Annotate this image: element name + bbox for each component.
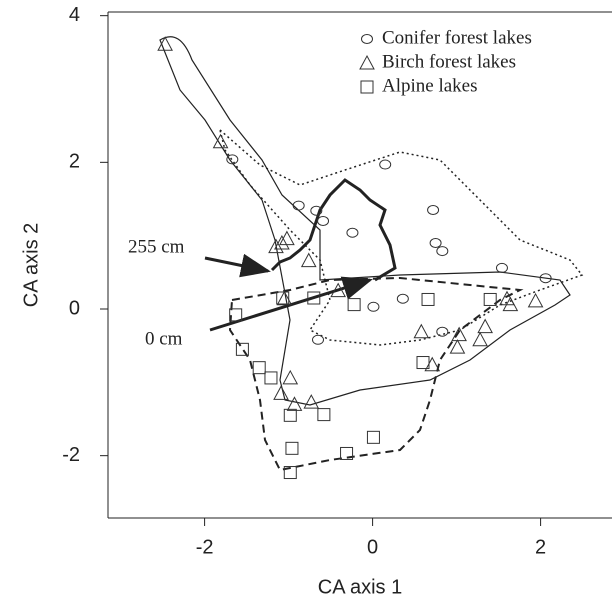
marker-square [317,408,331,422]
marker-circle [367,301,380,312]
marker-triangle [502,296,519,312]
marker-square [264,371,278,385]
marker-triangle [413,323,430,339]
marker-square [285,441,299,455]
marker-circle [361,34,373,44]
y-tick-label: 2 [69,151,80,173]
legend-label: Birch forest lakes [382,51,516,72]
marker-triangle [279,230,295,246]
marker-triangle [303,394,320,409]
marker-circle [429,238,442,248]
marker-circle [379,159,392,170]
marker-circle [436,246,449,257]
marker-square [483,292,497,306]
y-tick-label: -2 [62,444,80,466]
marker-circle [312,334,324,345]
marker-square [229,308,243,322]
y-tick-label: 0 [69,297,80,319]
marker-triangle [300,252,317,268]
marker-triangle [472,331,488,347]
birch-envelope [159,36,571,406]
marker-triangle [527,292,544,308]
alpine-envelope [228,276,524,472]
y-axis-label: CA axis 2 [20,223,42,307]
marker-triangle [286,396,303,411]
x-tick-label: 2 [535,536,546,558]
x-tick-label: 0 [367,536,378,558]
marker-square [360,80,374,94]
marker-square [283,408,297,422]
marker-triangle [451,326,467,342]
y-tick-label: 4 [69,4,80,26]
arrow [204,253,271,278]
x-tick-label: -2 [196,536,214,558]
marker-circle [427,205,440,215]
marker-triangle [359,54,375,70]
marker-circle [346,227,359,238]
marker-triangle [449,339,466,354]
annotation: 255 cm [128,236,185,257]
marker-square [283,466,297,480]
marker-circle [310,205,323,216]
legend-label: Alpine lakes [382,75,478,96]
marker-triangle [212,133,229,149]
marker-circle [292,200,305,211]
marker-square [235,342,249,356]
marker-square [366,430,380,444]
marker-square [252,361,266,375]
marker-triangle [477,318,493,334]
marker-square [416,356,430,370]
marker-circle [495,262,508,273]
marker-triangle [273,385,289,400]
envelopes [159,36,584,472]
x-axis-label: CA axis 1 [318,576,402,598]
marker-triangle [274,234,290,250]
marker-square [307,291,321,305]
marker-square [421,292,435,306]
marker-square [340,446,354,460]
annotation: 0 cm [145,328,183,349]
marker-triangle [282,369,299,385]
marker-square [347,298,361,312]
marker-square [276,291,290,305]
marker-circle [396,293,409,304]
marker-triangle [268,238,284,254]
marker-circle [436,326,449,337]
marker-circle [317,216,330,226]
legend-label: Conifer forest lakes [382,27,532,48]
trajectory [270,178,397,282]
marker-triangle [157,36,173,51]
marker-triangle [276,290,293,306]
marker-triangle [330,282,346,298]
conifer-envelope [218,127,584,346]
marker-circle [226,154,239,165]
marker-circle [539,273,552,284]
